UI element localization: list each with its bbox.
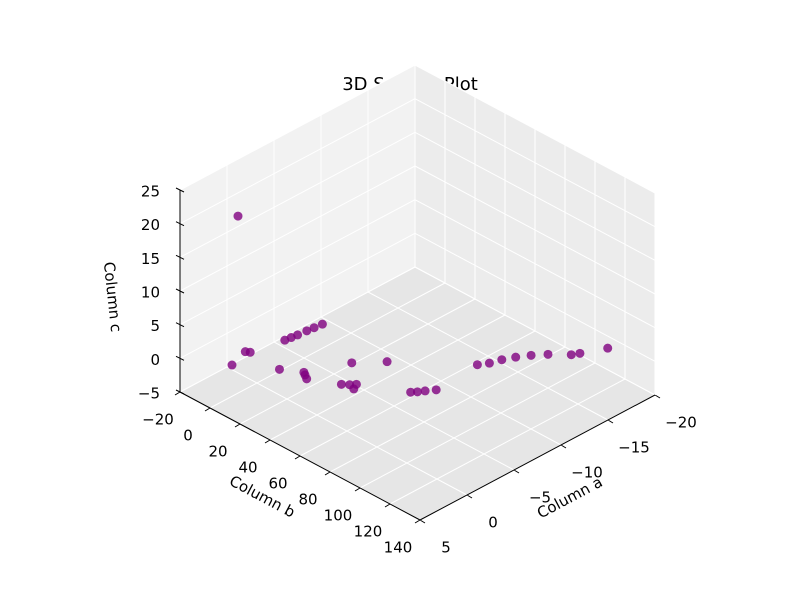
tick-mark: [384, 503, 391, 508]
tick-mark: [414, 519, 421, 524]
y-tick-label: 140: [384, 539, 413, 557]
point: [382, 357, 392, 367]
point: [412, 387, 422, 397]
grid-line: [329, 346, 566, 473]
grid-line: [414, 98, 656, 228]
grid-line: [269, 314, 506, 441]
x-tick-label: −20: [665, 414, 697, 432]
grid-line: [414, 64, 656, 194]
z-tick-label: −5: [138, 385, 160, 403]
y-tick-label: 120: [354, 523, 383, 541]
point: [227, 360, 237, 370]
point: [420, 386, 430, 396]
point: [309, 323, 319, 333]
x-tick-label: −15: [618, 439, 650, 457]
point: [336, 379, 346, 389]
z-tick-label: 25: [141, 183, 160, 201]
grid-line: [414, 266, 656, 396]
point: [484, 358, 494, 368]
y-tick-label: 60: [268, 475, 287, 493]
tick-mark: [607, 419, 614, 424]
tick-mark: [354, 487, 361, 492]
x-tick-label: 5: [441, 539, 451, 557]
point: [349, 384, 359, 394]
x-tick-label: −10: [571, 464, 603, 482]
point: [497, 355, 507, 365]
y-tick-label: 20: [208, 443, 227, 461]
grid-line: [179, 165, 416, 292]
axis-line: [179, 391, 421, 521]
y-tick-label: −20: [142, 411, 174, 429]
point: [302, 326, 312, 336]
tick-mark: [419, 519, 426, 524]
tick-mark: [560, 444, 567, 449]
grid-line: [414, 232, 656, 362]
tick-mark: [513, 469, 520, 474]
point: [347, 358, 357, 368]
point: [245, 347, 255, 357]
point: [511, 352, 521, 362]
point: [299, 367, 309, 377]
y-tick-label: 0: [183, 427, 193, 445]
z-tick-label: 10: [141, 284, 160, 302]
point: [472, 360, 482, 370]
x-tick-label: 0: [488, 514, 498, 532]
point: [293, 330, 303, 340]
z-tick-label: 15: [141, 250, 160, 268]
grid-line: [389, 378, 626, 505]
y-tick-label: 40: [238, 459, 257, 477]
tick-mark: [234, 423, 241, 428]
grid-line: [179, 64, 416, 191]
point: [406, 387, 416, 397]
grid-line: [179, 199, 416, 326]
axis-line: [419, 394, 656, 521]
tick-mark: [264, 439, 271, 444]
grid-line: [239, 298, 476, 425]
tick-mark: [204, 407, 211, 412]
point: [317, 319, 327, 329]
tick-mark: [466, 494, 473, 499]
tick-mark: [174, 391, 181, 396]
grid-line: [179, 98, 416, 225]
point: [543, 349, 553, 359]
grid-line: [359, 362, 596, 489]
grid-line: [179, 131, 416, 258]
tick-mark: [654, 394, 661, 399]
z-tick-label: 0: [150, 351, 160, 369]
point: [566, 350, 576, 360]
y-tick-label: 80: [298, 491, 317, 509]
grid-line: [414, 131, 656, 261]
z-tick-label: 20: [141, 216, 160, 234]
grid-line: [209, 282, 446, 409]
point: [274, 364, 284, 374]
point: [233, 211, 243, 221]
y-tick-label: 100: [324, 507, 353, 525]
point: [575, 348, 585, 358]
grid-line: [414, 165, 656, 295]
x-tick-label: −5: [529, 489, 551, 507]
point: [526, 350, 536, 360]
point: [603, 343, 613, 353]
point: [431, 385, 441, 395]
tick-mark: [294, 455, 301, 460]
grid-line: [414, 199, 656, 329]
grid-line: [179, 266, 416, 393]
z-axis-label: Column c: [100, 261, 125, 333]
grid-line: [179, 232, 416, 359]
tick-mark: [324, 471, 331, 476]
z-tick-label: 5: [150, 317, 160, 335]
